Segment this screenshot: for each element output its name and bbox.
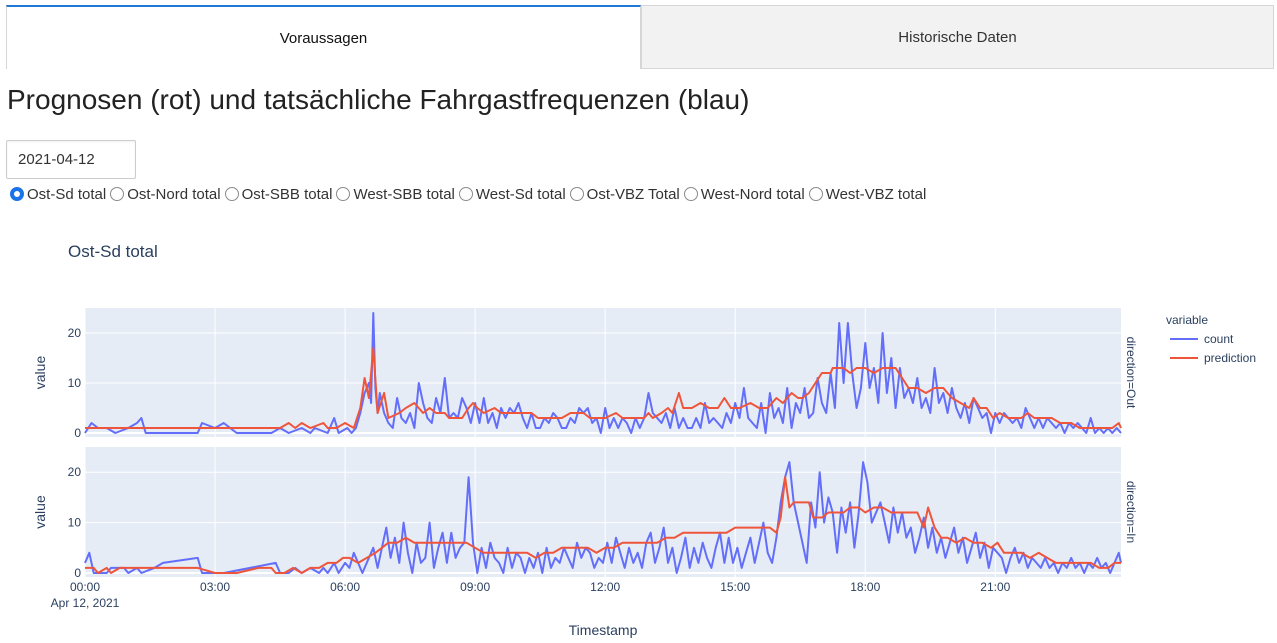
radio-button-icon[interactable] <box>110 187 125 201</box>
radio-button-icon[interactable] <box>683 187 698 201</box>
chart-legend: variable count prediction <box>1166 313 1256 365</box>
radio-label: Ost-SBB total <box>241 185 333 203</box>
x-tick-label: 18:00 <box>850 580 880 594</box>
y-tick-label: 20 <box>68 465 82 479</box>
radio-ost-sbb-total[interactable]: Ost-SBB total <box>224 185 333 203</box>
radio-label: West-Nord total <box>700 185 805 203</box>
radio-button-icon[interactable] <box>458 187 473 201</box>
x-axis-label: Timestamp <box>569 622 638 638</box>
legend-item-count[interactable]: count <box>1170 332 1234 346</box>
page-title: Prognosen (rot) und tatsächliche Fahrgas… <box>7 84 750 115</box>
x-tick-label: 06:00 <box>330 580 360 594</box>
date-picker-input[interactable]: 2021-04-12 <box>6 140 136 179</box>
radio-west-nord-total[interactable]: West-Nord total <box>683 185 805 203</box>
date-value: 2021-04-12 <box>18 151 95 168</box>
y-tick-label: 0 <box>74 426 81 440</box>
radio-ost-vbz-total[interactable]: Ost-VBZ Total <box>569 185 680 203</box>
x-tick-label: 09:00 <box>460 580 490 594</box>
radio-west-sd-total[interactable]: West-Sd total <box>458 185 566 203</box>
radio-label: Ost-VBZ Total <box>586 185 680 203</box>
radio-button-icon[interactable] <box>224 187 239 201</box>
y-axis-label: value <box>32 495 48 529</box>
radio-button-icon[interactable] <box>808 187 823 201</box>
y-tick-label: 20 <box>68 326 82 340</box>
series-line-count-1 <box>84 461 1122 574</box>
radio-button-icon[interactable] <box>569 187 584 201</box>
facet-background-1 <box>85 447 1121 577</box>
x-tick-label: 03:00 <box>200 580 230 594</box>
radio-ost-nord-total[interactable]: Ost-Nord total <box>110 185 221 203</box>
y-tick-label: 0 <box>74 566 81 580</box>
x-tick-label: 15:00 <box>720 580 750 594</box>
legend-label-prediction: prediction <box>1204 351 1256 365</box>
x-tick-label: 21:00 <box>980 580 1010 594</box>
radio-label: West-SBB total <box>353 185 455 203</box>
y-tick-label: 10 <box>68 516 82 530</box>
tab-historische-daten-label: Historische Daten <box>898 28 1017 46</box>
radio-button-icon[interactable] <box>10 187 24 201</box>
radio-label: Ost-Nord total <box>127 185 221 203</box>
radio-west-sbb-total[interactable]: West-SBB total <box>336 185 455 203</box>
legend-title: variable <box>1166 313 1208 327</box>
y-tick-label: 10 <box>68 376 82 390</box>
radio-label: West-VBZ total <box>825 185 927 203</box>
station-radio-group: Ost-Sd total Ost-Nord total Ost-SBB tota… <box>10 183 930 205</box>
x-date-label: Apr 12, 2021 <box>51 596 120 610</box>
facet-label: direction=Out <box>1124 337 1138 409</box>
radio-label: Ost-Sd total <box>27 185 107 203</box>
legend-label-count: count <box>1204 332 1234 346</box>
series-line-prediction-1 <box>85 476 1121 574</box>
tab-voraussagen-label: Voraussagen <box>279 29 368 47</box>
tab-historische-daten[interactable]: Historische Daten <box>641 5 1274 69</box>
radio-label: West-Sd total <box>475 185 566 203</box>
tab-voraussagen[interactable]: Voraussagen <box>6 5 641 69</box>
radio-button-icon[interactable] <box>336 187 351 201</box>
chart-plot-area: 0 10 20 value direction=Out 0 10 20 value directi… <box>32 308 1138 610</box>
chart-title: Ost-Sd total <box>68 242 158 261</box>
radio-ost-sd-total[interactable]: Ost-Sd total <box>10 186 106 203</box>
x-tick-label: 12:00 <box>590 580 620 594</box>
legend-item-prediction[interactable]: prediction <box>1170 351 1256 365</box>
series-line-prediction-0 <box>85 347 1122 429</box>
radio-west-vbz-total[interactable]: West-VBZ total <box>808 185 927 203</box>
y-axis-label: value <box>32 356 48 390</box>
forecast-line-chart: Ost-Sd total 0 10 20 value direction=Out 0 10 2… <box>32 242 1256 638</box>
facet-label: direction=In <box>1124 481 1138 543</box>
tab-bar: Voraussagen Historische Daten <box>6 5 1274 71</box>
x-tick-label: 00:00 <box>70 580 100 594</box>
